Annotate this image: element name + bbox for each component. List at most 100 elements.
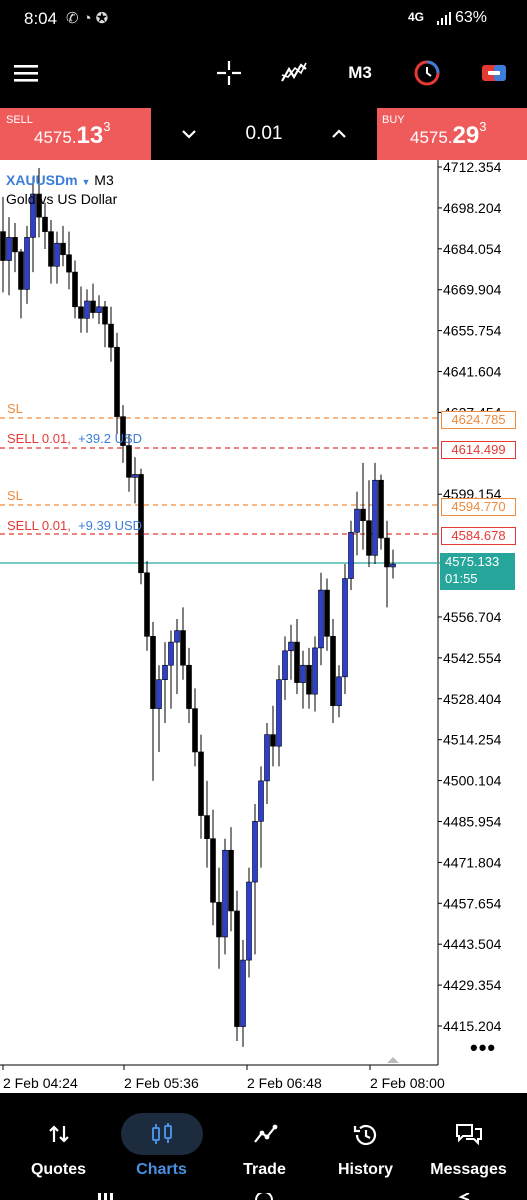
bull-candle (246, 881, 252, 961)
lot-size-value[interactable]: 0.01 (245, 123, 283, 144)
price-tick-label: 4684.054 (443, 241, 502, 257)
bear-candle (12, 237, 18, 253)
price-tick-label: 4698.204 (443, 200, 502, 216)
bull-candle (168, 641, 174, 666)
price-tick-label: 4443.504 (443, 936, 502, 952)
bear-candle (294, 641, 300, 683)
status-bar: 8:04 ✆◔✪ 4G 63% (0, 0, 527, 38)
bull-candle (312, 647, 318, 695)
timeframe-button[interactable]: M3 (348, 63, 372, 82)
buy-button[interactable]: BUY 4575.293 (377, 108, 527, 160)
bear-candle (120, 416, 126, 446)
one-click-trading-icon[interactable] (410, 54, 444, 92)
bar-countdown: 01:55 (445, 571, 478, 586)
bull-candle (84, 300, 90, 319)
price-tick-label: 4669.904 (443, 282, 502, 298)
bull-candle (252, 821, 258, 883)
bear-candle (78, 306, 84, 319)
sell-price: 4575.133 (34, 119, 111, 150)
sell-button[interactable]: SELL 4575.133 (0, 108, 151, 160)
symbol-description: Gold vs US Dollar (6, 191, 118, 207)
order-label-2[interactable]: SELL 0.01, +9.39 USD (7, 518, 142, 533)
back-icon[interactable] (455, 1193, 475, 1200)
bear-candle (66, 254, 72, 273)
bull-candle (96, 306, 102, 313)
price-tick-label: 4556.704 (443, 609, 502, 625)
bear-candle (366, 520, 372, 556)
bull-candle (288, 641, 294, 652)
bear-candle (186, 664, 192, 709)
price-tick-label: 4514.254 (443, 732, 502, 748)
battery-level: 63% (455, 9, 488, 26)
sell-label: SELL (6, 114, 33, 126)
order-1-profit: +39.2 USD (78, 431, 143, 446)
charts-icon (109, 1121, 214, 1149)
symbol-name: XAUUSDm (6, 172, 78, 188)
current-price: 4575.133 (445, 554, 500, 569)
bear-candle (138, 474, 144, 574)
bear-candle (90, 300, 96, 313)
bull-candle (54, 242, 60, 267)
bull-candle (174, 630, 180, 643)
bear-candle (192, 708, 198, 753)
current-time-marker (387, 1057, 399, 1063)
bull-candle (264, 734, 270, 782)
bear-candle (324, 589, 330, 637)
bear-candle (126, 445, 132, 478)
status-notification-icons: ✆◔✪ (66, 10, 113, 27)
nav-quotes[interactable]: Quotes (6, 1093, 111, 1200)
sell-price-point: 3 (103, 119, 111, 134)
bear-candle (216, 901, 222, 938)
sell-price-pips: 13 (76, 122, 104, 149)
bull-candle (156, 679, 162, 709)
candlestick-chart[interactable]: 4712.354 4698.204 4684.054 4669.904 4655.754… (0, 160, 527, 1093)
bear-candle (378, 479, 384, 539)
order-label-1[interactable]: SELL 0.01, +39.2 USD (7, 431, 142, 446)
buy-price-main: 4575. (410, 128, 453, 147)
bear-candle (60, 242, 66, 256)
order-2-profit: +9.39 USD (78, 518, 143, 533)
chevron-down-icon[interactable] (177, 122, 201, 146)
bull-candle (240, 959, 246, 1027)
price-tick-label: 4429.354 (443, 977, 502, 993)
bull-candle (342, 578, 348, 678)
trade-panel-icon[interactable] (477, 54, 511, 92)
bull-candle (24, 237, 30, 290)
bull-candle (132, 474, 138, 478)
more-options-icon[interactable]: ••• (470, 1035, 497, 1060)
price-tick-label: 4485.954 (443, 813, 502, 829)
trade-icon (212, 1121, 317, 1149)
chart-symbol: XAUUSDm ▼ M3 (6, 172, 114, 188)
nav-history[interactable]: History (313, 1093, 418, 1200)
price-tick-label: 4542.554 (443, 650, 502, 666)
time-tick-label: 2 Feb 05:36 (124, 1075, 199, 1091)
chart-toolbar: M3 (0, 38, 527, 108)
bear-candle (384, 537, 390, 568)
nav-trade[interactable]: Trade (212, 1093, 317, 1200)
bear-candle (150, 636, 156, 709)
chevron-up-icon[interactable] (327, 122, 351, 146)
one-click-trade-panel: SELL 4575.133 0.01 BUY 4575.293 (0, 108, 527, 160)
nav-messages[interactable]: Messages (416, 1093, 521, 1200)
bear-candle (72, 271, 78, 308)
price-tick-label: 4655.754 (443, 323, 502, 339)
dropdown-arrow-icon: ▼ (81, 177, 91, 187)
menu-icon[interactable] (10, 54, 42, 92)
indicators-icon[interactable] (277, 54, 311, 92)
sell-price-main: 4575. (34, 128, 77, 147)
nav-charts[interactable]: Charts (109, 1093, 214, 1200)
bear-candle (360, 508, 366, 522)
bear-candle (234, 910, 240, 1027)
crosshair-icon[interactable] (212, 54, 246, 92)
price-chart[interactable]: 4712.354 4698.204 4684.054 4669.904 4655.754… (0, 160, 527, 1093)
bear-candle (228, 849, 234, 912)
bull-candle (282, 650, 288, 680)
home-icon[interactable] (254, 1193, 274, 1200)
bear-candle (198, 751, 204, 816)
bear-candle (210, 838, 216, 903)
bear-candle (108, 323, 114, 348)
bear-candle (0, 231, 6, 261)
price-tick-label: 4528.404 (443, 691, 502, 707)
sl-price-tag-1: 4624.785 (441, 411, 516, 429)
recent-apps-icon[interactable] (96, 1193, 116, 1200)
